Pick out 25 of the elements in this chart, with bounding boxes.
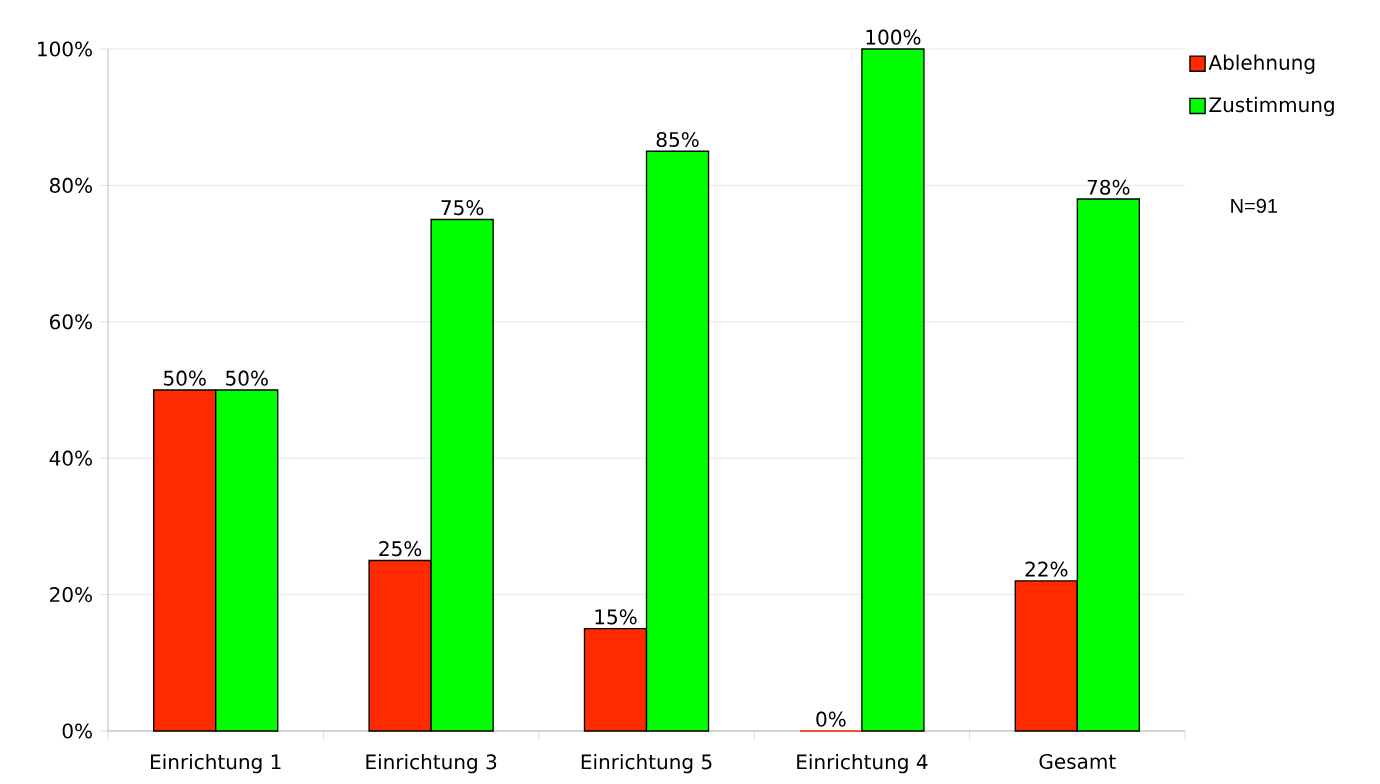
y-tick-label: 0% bbox=[62, 723, 92, 739]
y-tick-label: 60% bbox=[50, 314, 92, 330]
data-label: 75% bbox=[441, 200, 484, 216]
data-label: 85% bbox=[656, 131, 699, 148]
text: N=91 bbox=[1231, 198, 1278, 213]
y-tick-label: 40% bbox=[49, 450, 92, 466]
x-tick-label: Einrichtung 5 bbox=[581, 753, 712, 774]
bar bbox=[861, 48, 925, 732]
x-tick-label: Einrichtung 4 bbox=[797, 753, 928, 774]
data-label: 50% bbox=[226, 370, 268, 386]
legend-label: Ablehnung bbox=[1208, 54, 1315, 74]
data-label: 0% bbox=[816, 711, 846, 727]
x-tick-label: Einrichtung 3 bbox=[366, 753, 497, 774]
legend-label: Zustimmung bbox=[1209, 96, 1334, 117]
y-tick-label: 100% bbox=[38, 41, 92, 57]
y-tick-label: 80% bbox=[49, 177, 92, 193]
data-label: 25% bbox=[379, 541, 422, 557]
x-tick-label: Einrichtung 1 bbox=[151, 753, 281, 774]
data-label: 15% bbox=[595, 609, 637, 625]
data-label: 50% bbox=[164, 370, 206, 386]
x-tick-label: Gesamt bbox=[1039, 753, 1116, 770]
data-label: 100% bbox=[866, 29, 921, 45]
y-tick-label: 20% bbox=[50, 587, 92, 603]
data-label: 78% bbox=[1087, 179, 1130, 195]
data-label: 22% bbox=[1025, 561, 1068, 577]
